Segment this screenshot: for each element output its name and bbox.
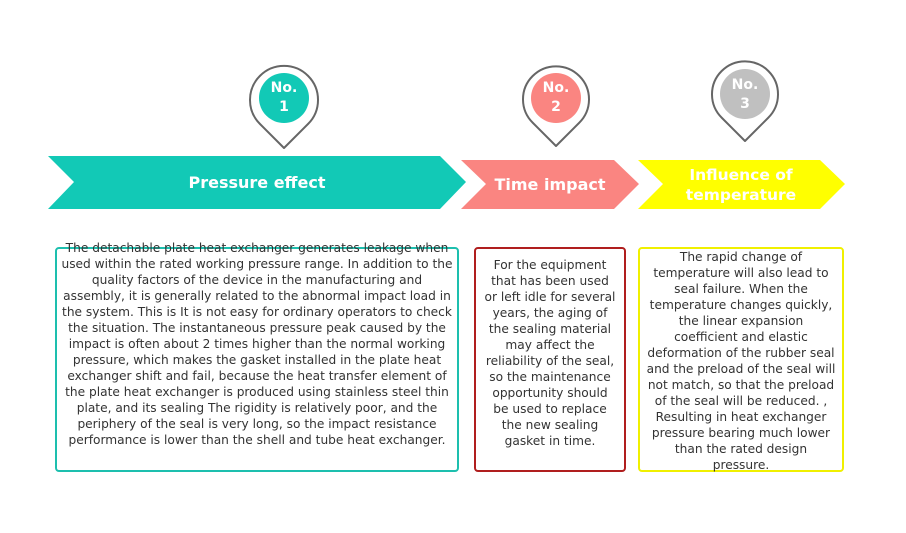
step-2-pin-icon (522, 65, 590, 147)
step-2-description: For the equipment that has been used or … (484, 258, 616, 448)
step-2-chevron (461, 160, 639, 209)
step-1-badge-label: No. (270, 80, 298, 96)
step-3-badge-label: No. (731, 77, 759, 93)
step-1-badge-number: 1 (279, 99, 289, 115)
step-3-badge-number: 3 (740, 96, 750, 112)
step-3-chevron (638, 160, 845, 209)
step-1-description: The detachable plate heat exchanger gene… (61, 241, 453, 447)
step-3-description: The rapid change of temperature will als… (646, 250, 836, 472)
step-2-badge: No. 2 (531, 79, 581, 117)
step-3-description-box: The rapid change of temperature will als… (638, 247, 844, 472)
step-1-pin-icon (249, 65, 319, 149)
step-1-description-box: The detachable plate heat exchanger gene… (55, 241, 459, 472)
step-2-badge-label: No. (542, 80, 570, 96)
step-1-title: Pressure effect (188, 172, 326, 192)
step-2-title: Time impact (494, 174, 606, 194)
step-3-badge: No. 3 (720, 76, 770, 114)
step-1-chevron (48, 156, 466, 209)
step-3-title: Influence of temperature (685, 165, 797, 204)
step-2-description-box: For the equipment that has been used or … (474, 247, 626, 472)
step-3-pin-icon (711, 60, 779, 142)
step-2-badge-number: 2 (551, 99, 561, 115)
step-1-badge: No. 1 (259, 79, 309, 117)
